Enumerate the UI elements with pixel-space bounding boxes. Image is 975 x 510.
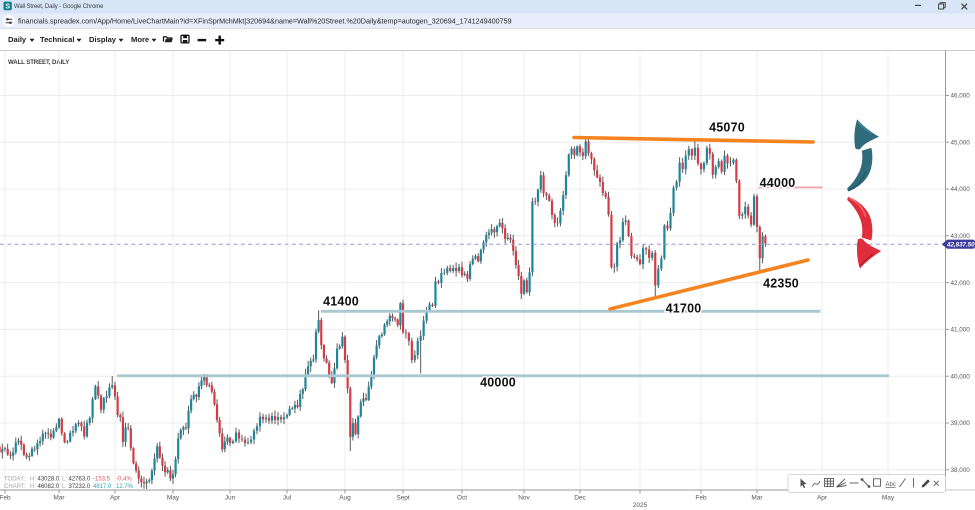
svg-text:38,000: 38,000 (951, 467, 971, 474)
svg-text:Oct: Oct (457, 495, 467, 502)
svg-text:43,000: 43,000 (951, 233, 971, 240)
svg-text:Mar: Mar (751, 495, 763, 502)
svg-text:Wall Street, Daily - Google Ch: Wall Street, Daily - Google Chrome (14, 4, 104, 10)
svg-text:Feb: Feb (695, 495, 707, 502)
svg-text:H:: H: (30, 477, 36, 483)
svg-text:37232.0: 37232.0 (69, 484, 91, 490)
svg-text:L:: L: (62, 477, 67, 483)
svg-text:Abc: Abc (886, 482, 896, 488)
svg-text:42,837.50: 42,837.50 (946, 242, 975, 249)
svg-text:May: May (167, 495, 180, 502)
svg-text:41400: 41400 (323, 295, 359, 309)
svg-text:40000: 40000 (480, 376, 516, 390)
svg-text:-153.5: -153.5 (93, 477, 111, 483)
svg-text:42763.0: 42763.0 (69, 477, 91, 483)
svg-text:2025: 2025 (633, 502, 648, 509)
svg-text:May: May (882, 495, 895, 502)
svg-text:41700: 41700 (666, 302, 702, 316)
svg-text:S: S (5, 4, 10, 11)
svg-text:L:: L: (62, 484, 67, 490)
svg-text:43028.0: 43028.0 (38, 477, 60, 483)
svg-text:TODAY:: TODAY: (4, 477, 26, 483)
svg-text:42,000: 42,000 (951, 280, 971, 287)
svg-text:financials.spreadex.com/App/Ho: financials.spreadex.com/App/Home/LiveCha… (18, 16, 512, 25)
svg-text:46082.0: 46082.0 (38, 484, 60, 490)
svg-text:39,000: 39,000 (951, 420, 971, 427)
svg-text:Display: Display (89, 35, 117, 44)
svg-text:Daily: Daily (8, 35, 27, 44)
svg-text:41,000: 41,000 (951, 327, 971, 334)
svg-text:Jun: Jun (225, 495, 236, 502)
svg-text:Jul: Jul (283, 495, 292, 502)
svg-text:12.7%: 12.7% (116, 484, 134, 490)
svg-text:Sept: Sept (396, 495, 410, 502)
svg-text:Aug: Aug (339, 495, 351, 502)
svg-text:Apr: Apr (110, 495, 121, 502)
svg-text:Feb: Feb (0, 495, 11, 502)
svg-text:4817.0: 4817.0 (93, 484, 112, 490)
svg-text:More: More (131, 35, 149, 44)
svg-text:-0.4%: -0.4% (116, 477, 132, 483)
svg-text:45,000: 45,000 (951, 139, 971, 146)
svg-text:44000: 44000 (760, 176, 796, 190)
svg-text:46,000: 46,000 (951, 93, 971, 100)
svg-text:Apr: Apr (817, 495, 828, 502)
svg-text:Nov: Nov (518, 495, 530, 502)
svg-text:Mar: Mar (53, 495, 65, 502)
svg-text:40,000: 40,000 (951, 373, 971, 380)
svg-text:CHART:: CHART: (4, 484, 26, 490)
svg-text:Technical: Technical (40, 35, 74, 44)
svg-text:42350: 42350 (763, 277, 799, 291)
svg-text:Dec: Dec (574, 495, 586, 502)
svg-text:H:: H: (30, 484, 36, 490)
svg-text:44,000: 44,000 (951, 186, 971, 193)
svg-text:45070: 45070 (709, 121, 745, 135)
svg-text:WALL STREET, DAILY: WALL STREET, DAILY (8, 59, 69, 66)
